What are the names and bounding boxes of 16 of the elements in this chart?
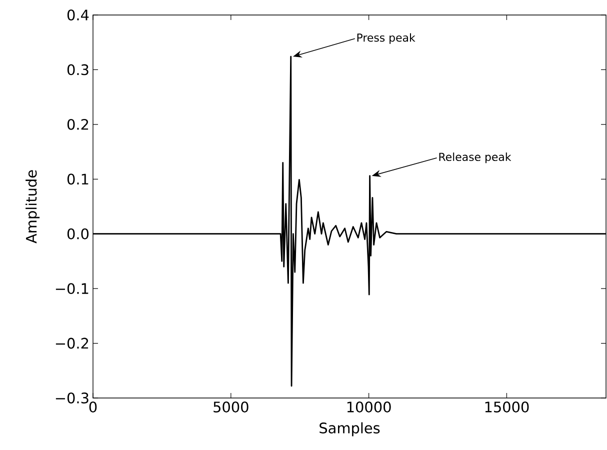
y-tick-label: 0.0 <box>67 228 89 240</box>
y-tick-label: 0.2 <box>67 118 88 130</box>
annotation: Release peak <box>439 152 512 164</box>
x-tick-label: 15000 <box>485 402 529 412</box>
x-tick-label: 0 <box>89 402 97 412</box>
y-tick-label: 0.3 <box>67 64 88 76</box>
y-tick-label: 0.1 <box>67 174 88 185</box>
y-tick-label: −0.1 <box>56 283 88 294</box>
annotation: Press peak <box>357 33 416 44</box>
x-tick-label: 5000 <box>214 402 248 412</box>
x-axis-title: Samples <box>320 422 380 436</box>
y-tick-label: −0.2 <box>56 338 88 349</box>
y-axis-title: Amplitude <box>26 170 40 244</box>
y-tick-label: 0.4 <box>67 10 89 20</box>
x-tick-label: 10000 <box>347 402 391 412</box>
y-tick-label: −0.3 <box>56 392 88 404</box>
